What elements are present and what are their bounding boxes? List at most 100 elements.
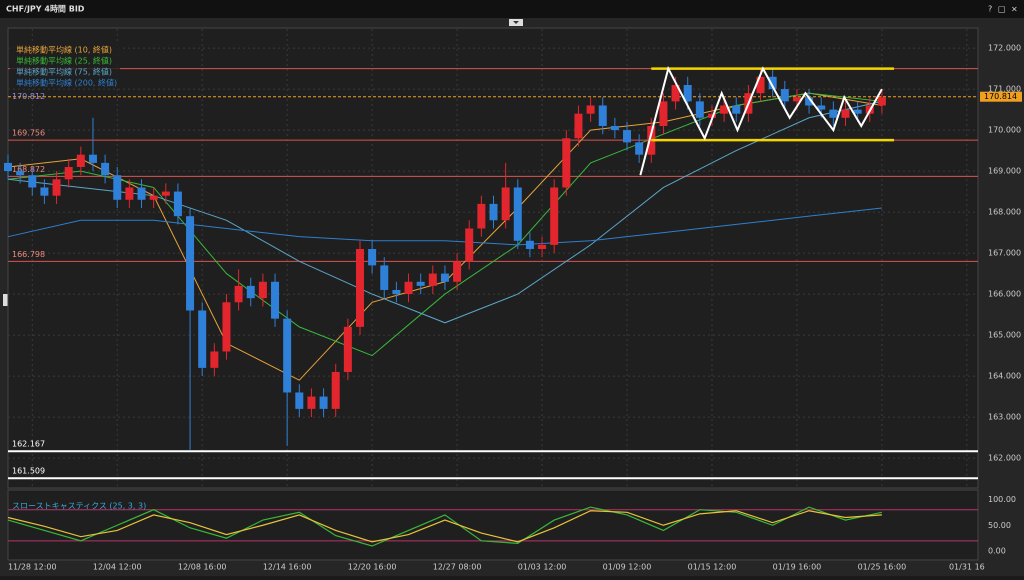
candle-body [707,113,716,118]
candle-body [319,396,328,409]
candle-body [574,113,583,139]
y-tick-label: 50.00 [988,521,1011,530]
candle-body [671,84,680,102]
candle-body [489,203,498,221]
y-tick-label: 100.00 [988,495,1016,504]
candle-body [380,265,389,290]
x-tick-label: 12/08 16:00 [178,563,227,572]
y-tick-label: 172.000 [988,44,1021,53]
x-tick-label: 12/04 12:00 [93,563,142,572]
current-price-box [980,91,1022,102]
candle-body [538,244,547,249]
x-tick-label: 12/20 16:00 [348,563,397,572]
y-tick-label: 171.000 [988,85,1021,94]
x-tick-label: 01/25 16:00 [858,563,907,572]
candle-body [149,195,158,200]
candle-body [683,84,692,102]
current-price-left-label: 170.812 [12,92,45,101]
x-tick-label: 12/27 08:00 [433,563,482,572]
close-button[interactable]: × [1011,5,1018,14]
legend-entry: 単純移動平均線 (10, 終値) [16,45,112,55]
candle-body [283,318,292,393]
candle-body [610,125,619,131]
candle-body [307,396,316,409]
candle-body [768,76,777,90]
y-tick-label: 170.000 [988,126,1021,135]
sub-plot [7,489,979,561]
candle-body [501,187,510,221]
candle-body [659,101,668,126]
candle-body [550,187,559,245]
indicator-title: スローストキャスティクス (25, 3, 3) [12,502,146,511]
y-tick-label: 162.000 [988,454,1021,463]
y-tick-label: 164.000 [988,372,1021,381]
candle-body [137,187,146,200]
candle-body [101,162,110,176]
candle-body [4,162,12,172]
candle-body [392,289,401,295]
legend-bg [10,44,120,88]
candle-body [829,109,838,118]
candle-body [586,105,595,114]
candle-body [453,261,462,282]
candle-body [186,216,195,311]
candle-body [404,281,413,295]
y-tick-label: 166.000 [988,290,1021,299]
candle-body [295,392,304,409]
candle-body [817,105,826,110]
candle-body [28,175,37,188]
y-tick-label: 169.000 [988,167,1021,176]
side-button[interactable] [3,294,10,306]
level-label: 162.167 [12,440,45,449]
candle-body [258,281,267,299]
y-tick-label: 0.00 [988,547,1006,556]
collapse-icon [513,21,519,24]
candle-body [780,89,789,102]
moving-average-line [7,207,882,246]
legend-entry: 単純移動平均線 (200, 終値) [16,78,117,88]
y-tick-label: 165.000 [988,331,1021,340]
candle-body [368,248,377,266]
candle-body [76,154,85,167]
candle-body [720,105,729,114]
title-bar [0,0,1024,18]
candle-body [234,285,243,303]
candle-body [246,285,255,299]
candle-body [428,273,437,286]
level-label: 168.872 [12,165,45,174]
maximize-button[interactable]: □ [998,5,1006,14]
y-tick-label: 167.000 [988,249,1021,258]
candle-body [331,371,340,409]
candle-body [343,326,352,372]
level-label: 166.798 [12,250,45,259]
current-price-label: 170.814 [984,92,1017,101]
legend-entry: 単純移動平均線 (75, 終値) [16,67,112,77]
candle-body [271,281,280,319]
candle-body [513,187,522,241]
candle-body [877,97,886,106]
help-button[interactable]: ? [988,5,992,14]
level-label: 169.756 [12,129,45,138]
candle-body [16,171,25,176]
candle-body [623,130,632,143]
x-tick-label: 11/28 12:00 [8,563,57,572]
candle-body [88,154,97,163]
window-title: CHF/JPY 4時間 BID [6,4,85,14]
y-tick-label: 163.000 [988,413,1021,422]
candle-body [756,76,765,94]
candle-body [732,105,741,114]
x-tick-label: 01/09 12:00 [603,563,652,572]
main-plot [7,27,979,489]
candle-body [440,273,449,282]
candle-body [635,142,644,155]
candle-body [525,240,534,249]
candle-body [598,105,607,126]
candle-body [173,191,182,217]
candle-body [222,302,231,352]
x-tick-label: 01/03 12:00 [518,563,567,572]
oscillator-line [7,506,883,547]
candle-body [198,310,207,368]
oscillator-line [7,510,882,543]
